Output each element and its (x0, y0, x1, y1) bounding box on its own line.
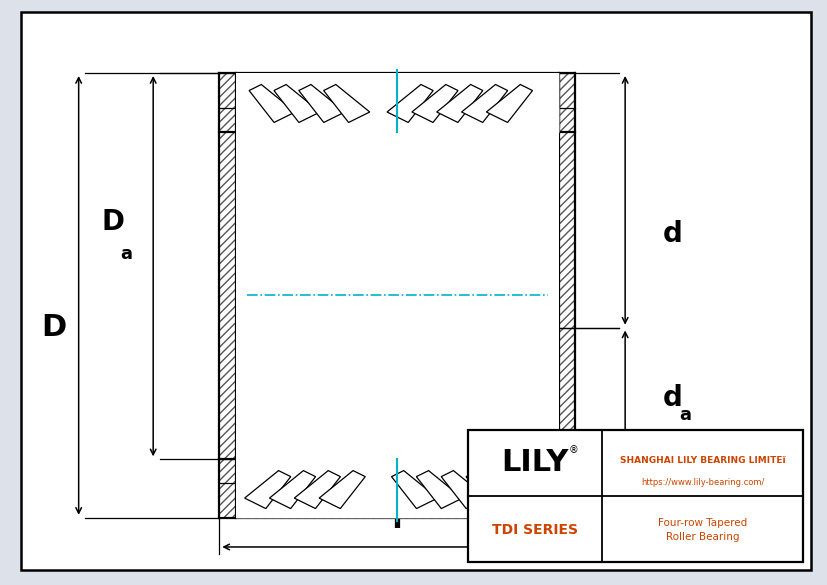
Polygon shape (490, 470, 537, 508)
Text: ®: ® (568, 445, 577, 455)
Bar (531, 132, 558, 459)
Bar (236, 459, 397, 518)
Text: SHANGHAI LILY BEARING LIMITEǐ: SHANGHAI LILY BEARING LIMITEǐ (619, 456, 785, 464)
Polygon shape (485, 84, 532, 122)
Polygon shape (294, 470, 340, 508)
Polygon shape (299, 84, 345, 122)
Bar (397, 459, 558, 483)
Bar (236, 73, 558, 518)
Bar (236, 73, 558, 132)
Bar (236, 108, 397, 132)
Bar (236, 459, 558, 518)
Polygon shape (244, 470, 290, 508)
Text: B: B (386, 368, 408, 396)
Bar (236, 459, 397, 483)
Text: a: a (678, 407, 690, 424)
Text: D: D (102, 208, 125, 236)
Polygon shape (411, 84, 457, 122)
Polygon shape (436, 84, 482, 122)
Polygon shape (466, 470, 512, 508)
Bar (236, 132, 263, 459)
Polygon shape (391, 470, 437, 508)
Bar (263, 132, 531, 459)
Text: d: d (662, 220, 681, 248)
Text: d: d (662, 384, 681, 412)
Polygon shape (461, 84, 507, 122)
Text: D: D (41, 313, 66, 342)
Bar (397, 108, 558, 132)
Bar (558, 73, 575, 518)
Bar (236, 73, 397, 132)
Polygon shape (274, 84, 320, 122)
Text: Four-row Tapered
Roller Bearing: Four-row Tapered Roller Bearing (657, 518, 746, 542)
Text: https://www.lily-bearing.com/: https://www.lily-bearing.com/ (640, 478, 763, 487)
Text: T: T (388, 506, 406, 534)
Bar (397, 73, 558, 132)
Bar (219, 73, 236, 518)
Polygon shape (269, 470, 315, 508)
Bar (397, 459, 558, 518)
Polygon shape (386, 84, 433, 122)
Text: LILY: LILY (500, 448, 568, 477)
Bar (467, 430, 802, 562)
Polygon shape (441, 470, 487, 508)
Polygon shape (323, 84, 370, 122)
Polygon shape (249, 84, 295, 122)
Polygon shape (416, 470, 462, 508)
Text: a: a (121, 246, 132, 263)
Polygon shape (318, 470, 365, 508)
Text: TDI SERIES: TDI SERIES (491, 523, 577, 537)
